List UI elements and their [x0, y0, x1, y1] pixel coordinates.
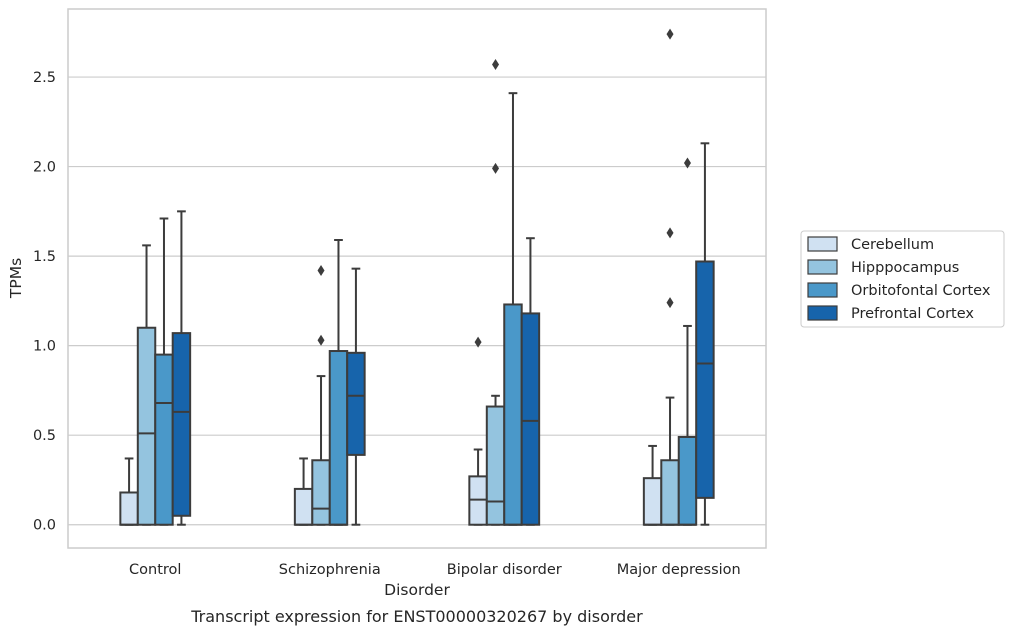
outlier-point	[317, 264, 325, 276]
legend-label: Orbitofontal Cortex	[851, 283, 991, 299]
box-body	[520, 312, 541, 526]
box-body	[136, 326, 157, 526]
outlier-point	[492, 59, 500, 71]
x-axis-title: Disorder	[384, 581, 450, 599]
legend-swatch	[807, 259, 838, 275]
legend: Cerebellum Hipppocampus Orbitofontal Corte…	[800, 230, 1005, 328]
box-cerebellum	[468, 336, 488, 526]
box-orbitofontal-cortex	[154, 217, 174, 526]
box-body	[171, 332, 192, 517]
legend-label: Prefrontal Cortex	[851, 306, 974, 322]
outlier-point	[666, 227, 674, 239]
box-body	[154, 353, 174, 526]
legend-frame	[800, 230, 1005, 328]
x-tick-label: Bipolar disorder	[447, 562, 562, 578]
box-body	[642, 477, 663, 526]
box-body	[485, 405, 506, 526]
box-orbitofontal-cortex	[677, 157, 698, 526]
box-body	[346, 351, 366, 456]
box-body	[119, 491, 139, 526]
legend-label: Cerebellum	[851, 237, 934, 253]
box-body	[660, 459, 680, 526]
box-body	[328, 350, 349, 526]
outlier-point	[474, 336, 482, 348]
legend-label: Hipppocampus	[851, 260, 959, 276]
legend-swatch	[807, 305, 838, 321]
y-tick-label: 0.0	[33, 518, 56, 534]
box-cerebellum	[119, 457, 139, 526]
y-axis-title: TPMs	[7, 258, 25, 299]
outlier-point	[683, 157, 691, 169]
y-tick-label: 1.5	[33, 249, 56, 265]
y-tick-label: 1.0	[33, 339, 56, 355]
box-prefrontal-cortex	[520, 237, 541, 526]
x-tick-label: Schizophrenia	[279, 562, 381, 578]
box-prefrontal-cortex	[346, 267, 366, 526]
outlier-point	[666, 28, 674, 40]
box-body	[311, 459, 331, 526]
boxes-layer	[119, 28, 715, 526]
y-tick-label: 2.0	[33, 160, 56, 176]
y-tick-labels: 0.0 0.5 1.0 1.5 2.0 2.5	[33, 70, 56, 534]
outlier-point	[492, 162, 500, 174]
box-hipppocampus	[311, 264, 331, 526]
box-body	[293, 487, 314, 526]
box-hipppocampus	[660, 28, 680, 526]
x-tick-label: Control	[129, 562, 181, 578]
x-tick-labels: Control Schizophrenia Bipolar disorder Majo…	[129, 562, 741, 578]
box-prefrontal-cortex	[171, 210, 192, 526]
legend-swatch	[807, 236, 838, 252]
box-body	[695, 260, 715, 499]
outlier-point	[317, 334, 325, 346]
chart-caption: Transcript expression for ENST0000032026…	[190, 607, 643, 626]
plot-frame	[67, 8, 767, 549]
legend-swatch	[807, 282, 838, 298]
box-prefrontal-cortex	[695, 142, 715, 526]
box-body	[677, 435, 698, 526]
box-hipppocampus	[136, 244, 157, 526]
outlier-point	[666, 297, 674, 309]
x-tick-label: Major depression	[617, 562, 741, 578]
y-tick-label: 2.5	[33, 70, 56, 86]
y-tick-label: 0.5	[33, 428, 56, 444]
box-body	[503, 303, 523, 526]
